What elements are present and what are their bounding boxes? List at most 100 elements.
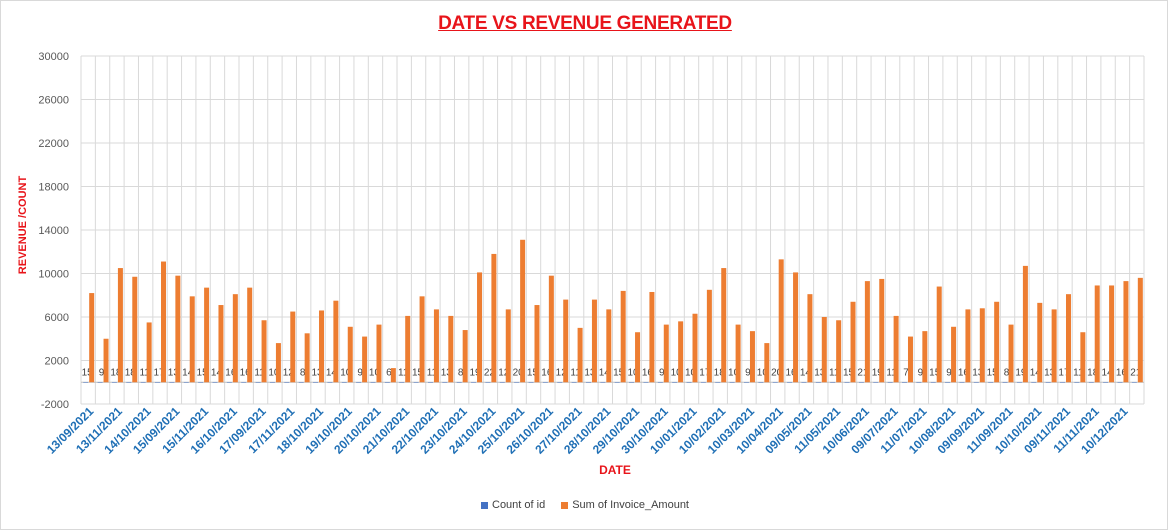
count-data-label: 20 [513, 367, 525, 378]
bar-amount [376, 324, 382, 383]
count-data-label: 13 [1044, 367, 1056, 378]
bar-count [672, 382, 678, 383]
count-data-label: 11 [886, 367, 897, 378]
bar-count [485, 382, 491, 383]
bar-count [140, 382, 146, 383]
bar-amount [89, 293, 95, 383]
bar-amount [362, 336, 368, 383]
bar-amount [606, 309, 612, 383]
count-data-label: 12 [283, 367, 295, 378]
count-data-label: 18 [714, 367, 726, 378]
count-data-label: 13 [168, 367, 180, 378]
bar-count [126, 382, 132, 383]
count-data-label: 11 [829, 367, 840, 378]
count-data-label: 10 [671, 367, 683, 378]
bar-count [1045, 382, 1051, 383]
count-data-label: 9 [357, 367, 363, 378]
count-data-label: 9 [745, 367, 751, 378]
bar-amount [893, 315, 899, 383]
bar-count [700, 382, 706, 383]
bar-amount [778, 259, 784, 383]
bar-amount [692, 313, 698, 383]
bar-count [1117, 382, 1123, 383]
count-data-label: 22 [484, 367, 496, 378]
count-data-label: 11 [139, 367, 150, 378]
count-data-label: 19 [872, 367, 884, 378]
x-axis-title: DATE [599, 463, 631, 477]
bar-amount [290, 311, 296, 383]
bar-amount [1137, 277, 1143, 383]
bar-count [169, 382, 175, 383]
bar-amount [189, 296, 195, 383]
bar-count [241, 382, 247, 383]
count-data-label: 16 [958, 367, 970, 378]
bar-count [413, 382, 419, 383]
count-data-label: 21 [857, 367, 869, 378]
bar-count [370, 382, 376, 383]
bar-count [97, 382, 103, 383]
bar-amount [1037, 302, 1043, 383]
bar-count [499, 382, 505, 383]
legend-item-count[interactable]: Count of id [481, 499, 545, 511]
count-data-label: 7 [903, 367, 909, 378]
bar-count [456, 382, 462, 383]
bar-count [212, 382, 218, 383]
count-data-label: 16 [642, 367, 654, 378]
bar-count [614, 382, 620, 383]
bar-count [1016, 382, 1022, 383]
bar-count [901, 382, 907, 383]
count-data-label: 14 [326, 367, 338, 378]
bar-count [255, 382, 261, 383]
bar-amount [347, 326, 353, 383]
legend-label-amount: Sum of Invoice_Amount [572, 499, 689, 511]
bar-amount [907, 336, 913, 383]
count-data-label: 17 [1058, 367, 1070, 378]
y-tick-label: 26000 [38, 95, 69, 107]
count-data-label: 10 [268, 367, 280, 378]
count-data-label: 14 [800, 367, 812, 378]
bar-count [1074, 382, 1080, 383]
y-tick-label: 18000 [38, 182, 69, 194]
bar-amount [477, 272, 483, 383]
bar-count [916, 382, 922, 383]
y-tick-label: 10000 [38, 269, 69, 281]
bar-amount [462, 330, 468, 383]
bar-amount [706, 289, 712, 383]
bar-count [427, 382, 433, 383]
count-data-label: 10 [627, 367, 639, 378]
bar-count [226, 382, 232, 383]
count-data-label: 9 [99, 367, 105, 378]
count-data-label: 13 [441, 367, 453, 378]
bar-amount [979, 308, 985, 383]
count-data-label: 17 [699, 367, 711, 378]
count-data-label: 11 [570, 367, 581, 378]
bar-amount [448, 315, 454, 383]
bar-amount [161, 261, 167, 383]
bar-amount [678, 321, 684, 383]
bar-amount [807, 294, 813, 383]
bar-count [743, 382, 749, 383]
bar-amount [836, 320, 842, 383]
bar-count [629, 382, 635, 383]
bar-amount [103, 338, 109, 383]
bar-count [772, 382, 778, 383]
y-tick-label: -2000 [41, 399, 69, 411]
bar-count [341, 382, 347, 383]
legend-label-count: Count of id [492, 499, 546, 511]
bar-amount [333, 300, 339, 383]
count-data-label: 16 [1116, 367, 1128, 378]
count-data-label: 6 [386, 367, 392, 378]
count-data-label: 18 [110, 367, 122, 378]
count-data-label: 15 [929, 367, 941, 378]
y-tick-label: 30000 [38, 51, 69, 63]
bar-amount [965, 309, 971, 383]
bar-amount [204, 287, 210, 383]
legend-item-amount[interactable]: Sum of Invoice_Amount [561, 499, 689, 511]
bar-count [313, 382, 319, 383]
bar-amount [577, 327, 583, 383]
count-data-label: 21 [1130, 367, 1142, 378]
bar-count [873, 382, 879, 383]
bar-amount [433, 309, 439, 383]
bar-count [327, 382, 333, 383]
